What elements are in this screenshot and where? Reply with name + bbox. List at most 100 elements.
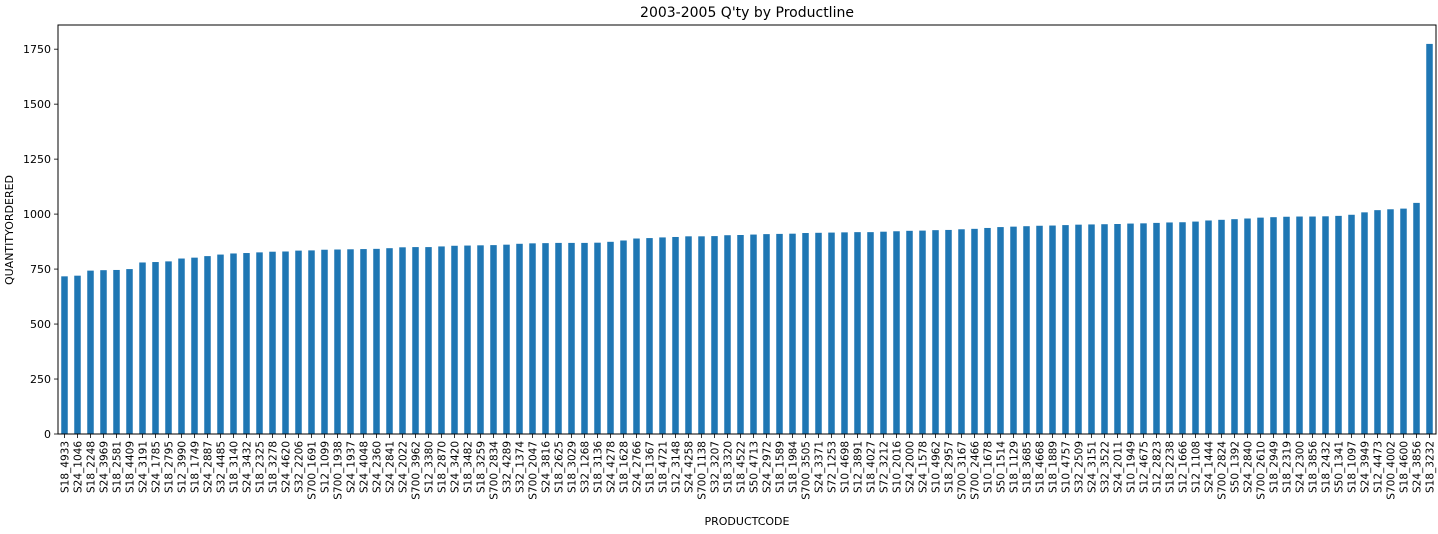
x-tick-label: S18_1628 — [619, 441, 631, 493]
x-tick-label: S24_2841 — [385, 441, 397, 493]
x-tick-label: S700_2610 — [1256, 441, 1268, 500]
x-tick-label: S24_2022 — [398, 441, 410, 493]
x-tick-label: S18_4721 — [658, 441, 670, 493]
x-tick-label: S12_3891 — [853, 441, 865, 493]
x-tick-label: S24_3969 — [99, 441, 111, 493]
x-tick-label: S24_1046 — [73, 441, 85, 493]
bar-S24_3856 — [1413, 202, 1420, 434]
bar-S24_2972 — [763, 234, 770, 434]
x-tick-label: S700_3167 — [957, 441, 969, 500]
y-axis: 0 250 500 750 1000 1250 1500 1750 — [23, 43, 58, 441]
bar-S72_3212 — [880, 231, 887, 434]
x-tick-label: S18_2795 — [164, 441, 176, 493]
bar-S24_3816 — [542, 243, 549, 434]
y-tick-label: 1500 — [23, 98, 51, 111]
bar-S700_2047 — [529, 243, 536, 434]
bar-S24_2887 — [204, 256, 211, 434]
bar-S18_2248 — [87, 270, 94, 434]
x-tick-label: S32_1374 — [515, 441, 527, 493]
bar-S18_1589 — [776, 233, 783, 434]
x-tick-label: S18_3140 — [229, 441, 241, 493]
bar-S700_3167 — [958, 229, 965, 434]
x-tick-label: S18_1589 — [775, 441, 787, 493]
bar-S18_4933 — [61, 276, 68, 434]
bar-S24_4258 — [685, 236, 692, 434]
x-tick-label: S24_4620 — [281, 441, 293, 493]
x-tick-label: S24_2360 — [372, 441, 384, 493]
y-tick-label: 750 — [30, 263, 51, 276]
bar-S18_1984 — [789, 233, 796, 434]
bar-S24_1444 — [1205, 220, 1212, 434]
x-tick-label: S24_2000 — [905, 441, 917, 493]
x-tick-label: S700_1138 — [697, 441, 709, 500]
bar-S18_1889 — [1049, 225, 1056, 434]
bar-S12_1666 — [1179, 222, 1186, 434]
x-tick-label: S18_1129 — [1009, 441, 1021, 493]
bar-S700_2610 — [1257, 217, 1264, 434]
x-tick-label: S18_3136 — [593, 441, 605, 493]
x-tick-label: S18_3482 — [463, 441, 475, 493]
bar-S24_2022 — [399, 247, 406, 434]
bar-S18_2581 — [113, 269, 120, 434]
bar-S18_4027 — [867, 232, 874, 434]
bar-S24_2840 — [1244, 218, 1251, 434]
x-tick-label: S50_1514 — [996, 441, 1008, 493]
x-tick-label: S32_3207 — [710, 441, 722, 493]
x-tick-label: S18_3029 — [567, 441, 579, 493]
bar-S32_3522 — [1101, 224, 1108, 434]
bar-S18_2432 — [1322, 216, 1329, 434]
bar-S12_3891 — [854, 232, 861, 434]
x-tick-label: S18_4600 — [1399, 441, 1411, 493]
bar-S24_1578 — [919, 230, 926, 434]
x-tick-label: S18_2325 — [255, 441, 267, 493]
bar-S18_3320 — [724, 235, 731, 434]
bar-S24_2300 — [1296, 216, 1303, 434]
x-tick-label: S18_4409 — [125, 441, 137, 493]
x-tick-label: S24_2011 — [1113, 441, 1125, 493]
x-tick-label: S24_1937 — [346, 441, 358, 493]
x-tick-label: S18_1984 — [788, 441, 800, 493]
bar-S72_1253 — [828, 232, 835, 434]
bar-S12_1108 — [1192, 221, 1199, 434]
bar-S24_3432 — [243, 253, 250, 434]
x-tick-label: S24_2766 — [632, 441, 644, 493]
x-tick-label: S18_1749 — [190, 441, 202, 493]
bar-S700_3505 — [802, 233, 809, 434]
x-tick-label: S32_3522 — [1100, 441, 1112, 493]
bar-S24_1046 — [74, 275, 81, 434]
x-tick-label: S24_1785 — [151, 441, 163, 493]
x-tick-label: S12_1666 — [1178, 441, 1190, 493]
bar-S18_1129 — [1010, 226, 1017, 434]
bar-S12_4473 — [1374, 210, 1381, 434]
x-tick-label: S12_1099 — [320, 441, 332, 493]
x-tick-label: S18_3320 — [723, 441, 735, 493]
x-tick-label: S24_4278 — [606, 441, 618, 493]
bar-S50_1341 — [1335, 215, 1342, 434]
x-tick-label: S18_3232 — [1425, 441, 1437, 493]
x-tick-label: S18_4668 — [1035, 441, 1047, 493]
bar-S700_3962 — [412, 247, 419, 434]
x-tick-label: S700_1938 — [333, 441, 345, 500]
bar-S24_2011 — [1114, 224, 1121, 434]
bar-S18_2949 — [1270, 217, 1277, 434]
bar-S18_3856 — [1309, 216, 1316, 434]
x-tick-label: S32_4289 — [502, 441, 514, 493]
x-tick-label: S18_2870 — [437, 441, 449, 493]
bar-S18_4668 — [1036, 225, 1043, 434]
bar-S50_1514 — [997, 227, 1004, 434]
bar-S24_3151 — [1088, 224, 1095, 434]
x-tick-label: S18_4027 — [866, 441, 878, 493]
x-tick-label: S18_3856 — [1308, 441, 1320, 493]
y-tick-label: 1000 — [23, 208, 51, 221]
x-tick-label: S32_2206 — [294, 441, 306, 493]
bar-S18_2319 — [1283, 216, 1290, 434]
bar-S32_2509 — [1075, 224, 1082, 434]
x-tick-label: S18_3259 — [476, 441, 488, 493]
x-tick-label: S18_1367 — [645, 441, 657, 493]
x-tick-label: S10_1949 — [1126, 441, 1138, 493]
bar-S18_4721 — [659, 237, 666, 434]
bar-S32_2206 — [295, 250, 302, 434]
bar-S18_2870 — [438, 246, 445, 434]
bar-S10_1678 — [984, 227, 991, 434]
x-tick-label: S700_3962 — [411, 441, 423, 500]
